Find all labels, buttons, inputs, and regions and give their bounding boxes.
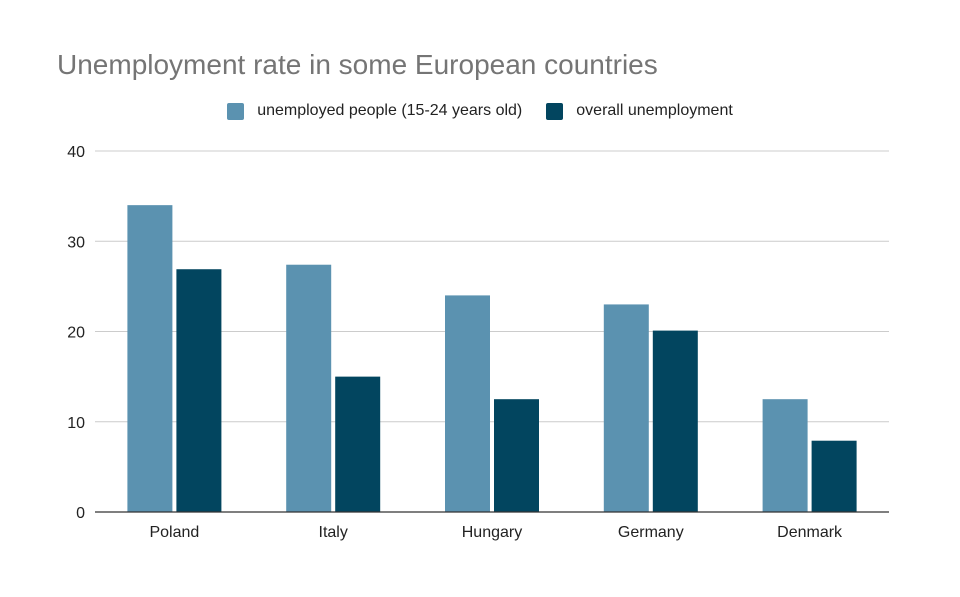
bar-overall-germany: [652, 330, 698, 512]
bar-youth-hungary: [445, 295, 490, 512]
legend-item-youth[interactable]: unemployed people (15-24 years old): [227, 102, 522, 120]
bar-youth-italy: [286, 264, 332, 512]
x-tick-label: Denmark: [777, 524, 843, 541]
x-tick-label: Hungary: [462, 524, 522, 541]
bar-youth-poland: [127, 205, 173, 512]
legend-label-overall: overall unemployment: [576, 102, 733, 119]
y-tick-label: 40: [67, 144, 85, 161]
bar-youth-germany: [603, 304, 649, 512]
x-tick-label: Italy: [319, 524, 348, 541]
chart-title: Unemployment rate in some European count…: [57, 49, 658, 80]
y-tick-label: 20: [67, 325, 85, 342]
bar-overall-hungary: [494, 399, 539, 512]
legend-swatch-youth: [227, 102, 245, 120]
legend-item-overall[interactable]: overall unemployment: [546, 102, 733, 120]
y-tick-label: 0: [76, 505, 85, 522]
bar-youth-denmark: [762, 399, 808, 512]
bar-overall-denmark: [811, 440, 857, 512]
legend-swatch-overall: [546, 102, 564, 120]
y-tick-label: 10: [67, 415, 85, 432]
x-tick-label: Germany: [618, 524, 684, 541]
x-tick-label: Poland: [149, 524, 199, 541]
legend: unemployed people (15-24 years old) over…: [0, 102, 960, 120]
legend-label-youth: unemployed people (15-24 years old): [257, 102, 523, 119]
bar-overall-poland: [176, 269, 222, 512]
y-tick-label: 30: [67, 234, 85, 251]
bar-overall-italy: [335, 376, 381, 512]
